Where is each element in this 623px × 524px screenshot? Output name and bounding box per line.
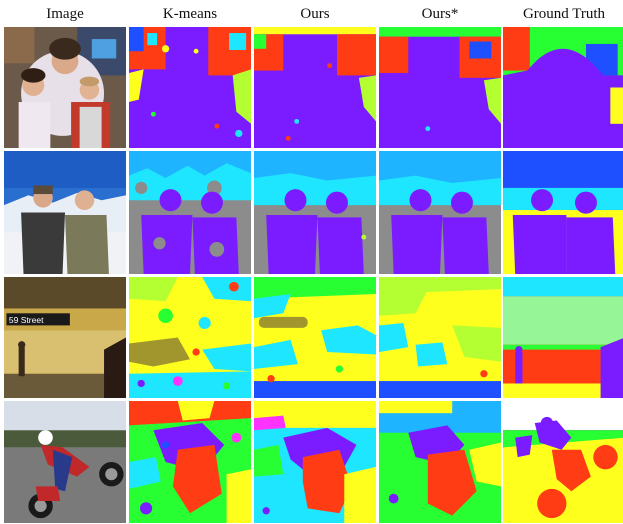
row4-ours-star-segmentation <box>379 401 501 523</box>
row2-ours-segmentation <box>254 151 376 274</box>
svg-text:59 Street: 59 Street <box>9 315 44 325</box>
row3-ground-truth-segmentation <box>503 277 623 398</box>
row2-ours-star-segmentation <box>379 151 501 274</box>
row1-kmeans-segmentation <box>129 27 251 148</box>
row1-input-image <box>4 27 126 148</box>
row2-input-image <box>4 151 126 274</box>
row4-kmeans-segmentation <box>129 401 251 523</box>
row4-ours-segmentation <box>254 401 376 523</box>
row3-ours-star-segmentation <box>379 277 501 398</box>
row1-ours-star-segmentation <box>379 27 501 148</box>
row4-ground-truth-segmentation <box>503 401 623 523</box>
column-header-image: Image <box>46 6 84 22</box>
column-header-ours: Ours <box>300 6 330 22</box>
row1-ours-segmentation <box>254 27 376 148</box>
column-header-ground-truth: Ground Truth <box>522 6 606 22</box>
row3-ours-segmentation <box>254 277 376 398</box>
row2-kmeans-segmentation <box>129 151 251 274</box>
row3-kmeans-segmentation <box>129 277 251 398</box>
row2-ground-truth-segmentation <box>503 151 623 274</box>
column-header-ours-star: Ours* <box>421 6 459 22</box>
row1-ground-truth-segmentation <box>503 27 623 148</box>
row4-input-image <box>4 401 126 523</box>
column-header-kmeans: K-means <box>162 6 218 22</box>
row3-input-image: 59 Street <box>4 277 126 398</box>
